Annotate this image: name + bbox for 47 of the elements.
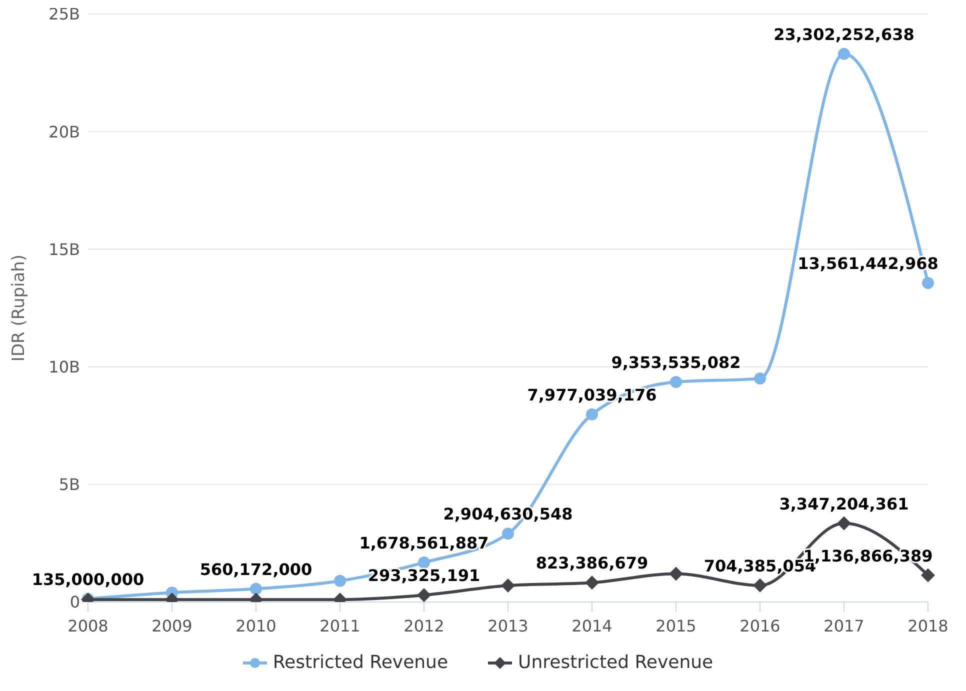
data-label: 23,302,252,638 — [774, 24, 914, 44]
data-label: 823,386,679 — [536, 554, 648, 573]
x-tick-label: 2011 — [320, 616, 360, 636]
point — [334, 574, 346, 587]
data-label: 2,904,630,548 — [443, 504, 573, 524]
point — [418, 556, 430, 569]
y-tick-label: 15B — [48, 240, 80, 259]
data-label: 293,325,191 — [368, 566, 480, 586]
data-label: 560,172,000 — [200, 560, 312, 579]
y-tick-label: 20B — [48, 122, 80, 142]
y-axis-title: IDR (Rupiah) — [9, 254, 30, 362]
point — [501, 578, 515, 593]
x-tick-label: 2008 — [68, 616, 108, 636]
legend-label: Unrestricted Revenue — [517, 652, 714, 673]
point — [502, 528, 514, 540]
x-tick-label: 2012 — [404, 616, 444, 636]
data-label: 3,347,204,361 — [779, 494, 909, 514]
x-tick-label: 2018 — [908, 616, 948, 636]
point — [585, 576, 599, 590]
x-tick-label: 2013 — [488, 616, 528, 636]
x-tick-label: 2010 — [236, 616, 276, 636]
point — [250, 582, 262, 595]
y-tick-label: 0 — [70, 592, 80, 612]
data-label: 9,353,535,082 — [611, 353, 741, 372]
data-label: 7,977,039,176 — [527, 385, 657, 404]
point — [837, 516, 851, 530]
x-tick-label: 2015 — [656, 616, 696, 636]
legend-label: Restricted Revenue — [272, 652, 448, 673]
point — [586, 408, 598, 420]
point — [753, 578, 767, 592]
data-label: 135,000,000 — [32, 570, 144, 589]
data-label: 13,561,442,968 — [798, 254, 938, 274]
y-tick-label: 5B — [58, 475, 80, 494]
point — [670, 376, 682, 388]
y-tick-label: 25B — [48, 4, 80, 24]
x-tick-label: 2016 — [740, 616, 780, 636]
x-tick-label: 2009 — [152, 616, 192, 636]
point — [754, 372, 766, 385]
x-tick-label: 2014 — [572, 616, 612, 636]
y-tick-label: 10B — [48, 357, 80, 376]
point — [838, 48, 850, 60]
point — [921, 568, 935, 582]
x-tick-label: 2017 — [824, 616, 864, 636]
point — [922, 277, 934, 290]
point — [417, 588, 431, 602]
data-label: 1,678,561,887 — [359, 534, 489, 553]
point — [669, 566, 683, 581]
